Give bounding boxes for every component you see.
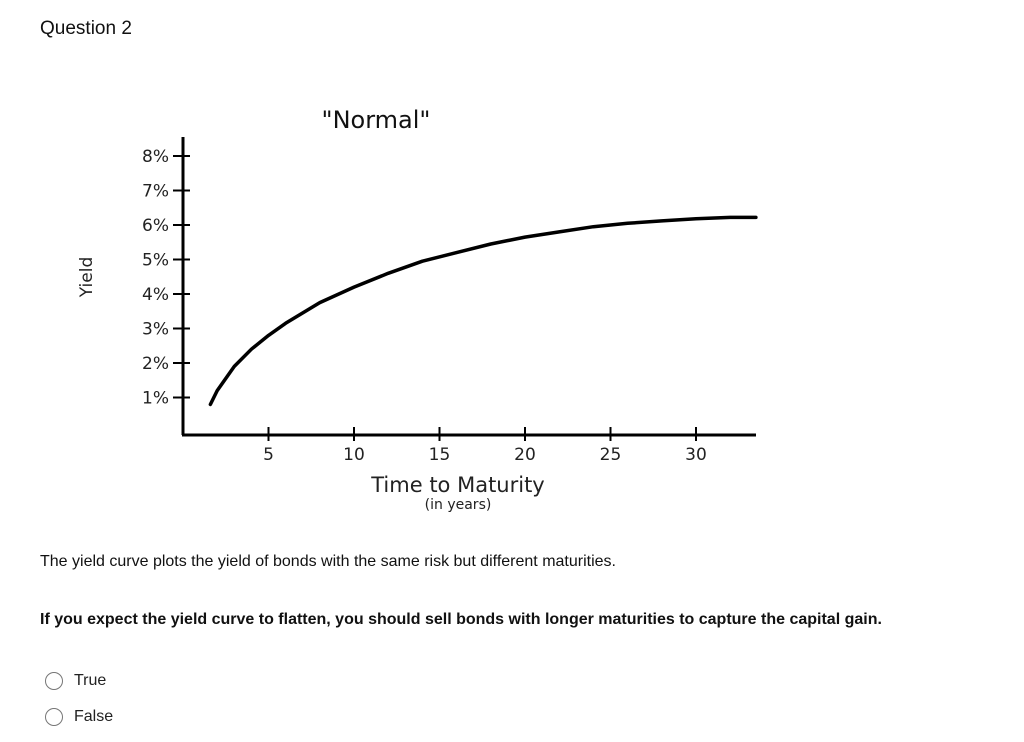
y-tick-label: 3% (142, 320, 169, 340)
x-axis-sublabel: (in years) (425, 497, 492, 513)
y-tick-label: 4% (142, 285, 169, 305)
x-axis-label: Time to Maturity (370, 473, 545, 497)
y-tick-label: 5% (142, 251, 169, 271)
question-prompt: If you expect the yield curve to flatten… (40, 611, 882, 628)
x-tick-label: 30 (685, 445, 707, 465)
statement-text: The yield curve plots the yield of bonds… (40, 553, 616, 570)
option-false-label: False (74, 708, 114, 725)
chart-title: "Normal" (322, 106, 431, 134)
radio-true[interactable] (45, 672, 63, 690)
y-tick-label: 8% (142, 147, 169, 167)
answer-options: True False (45, 670, 113, 742)
y-tick-label: 7% (142, 182, 169, 202)
x-tick-label: 20 (514, 445, 536, 465)
option-true-label: True (74, 672, 107, 689)
x-tick-label: 15 (429, 445, 451, 465)
y-tick-label: 1% (142, 389, 169, 409)
option-true[interactable]: True (45, 670, 113, 692)
yield-curve-line (208, 215, 758, 407)
question-title: Question 2 (40, 18, 132, 39)
x-tick-label: 25 (600, 445, 622, 465)
y-tick-label: 2% (142, 354, 169, 374)
y-tick-label: 6% (142, 216, 169, 236)
option-false[interactable]: False (45, 706, 113, 728)
yield-curve-chart: "Normal" 1% 2% 3% 4% 5% 6% 7% 8% 5 10 15 20 25 30 Yield… (77, 106, 758, 513)
x-tick-label: 10 (343, 445, 365, 465)
x-tick-label: 5 (263, 445, 274, 465)
y-axis-label: Yield (77, 257, 97, 298)
radio-false[interactable] (45, 708, 63, 726)
